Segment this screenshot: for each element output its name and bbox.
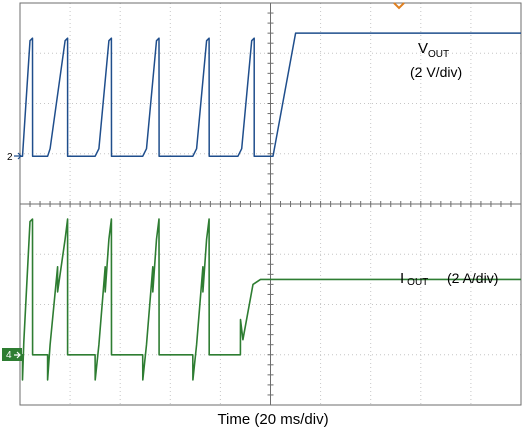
iout-trace bbox=[20, 218, 521, 381]
vout-scale-label: (2 V/div) bbox=[410, 64, 462, 80]
ch4-arrow-icon bbox=[14, 351, 21, 359]
iout-label: I OUT bbox=[400, 270, 428, 288]
trigger-marker-icon bbox=[393, 2, 405, 10]
vout-label: VOUT bbox=[418, 40, 449, 60]
vout-label-main: V bbox=[418, 40, 428, 57]
vout-label-sub: OUT bbox=[428, 49, 449, 60]
x-axis-label: Time (20 ms/div) bbox=[217, 411, 328, 428]
traces bbox=[20, 32, 521, 381]
ch4-marker: 4 bbox=[2, 348, 22, 361]
iout-scale-label: (2 A/div) bbox=[447, 270, 498, 286]
ch4-marker-label: 4 bbox=[6, 350, 12, 361]
iout-label-sub: OUT bbox=[407, 277, 428, 288]
plot-frame bbox=[19, 2, 522, 406]
ch2-marker-label: 2 bbox=[7, 152, 13, 163]
iout-label-main: I bbox=[400, 270, 404, 287]
ch2-marker: 2 bbox=[7, 152, 22, 163]
vout-trace bbox=[20, 32, 521, 158]
grid bbox=[19, 2, 522, 406]
ch2-arrow-icon bbox=[14, 152, 22, 160]
